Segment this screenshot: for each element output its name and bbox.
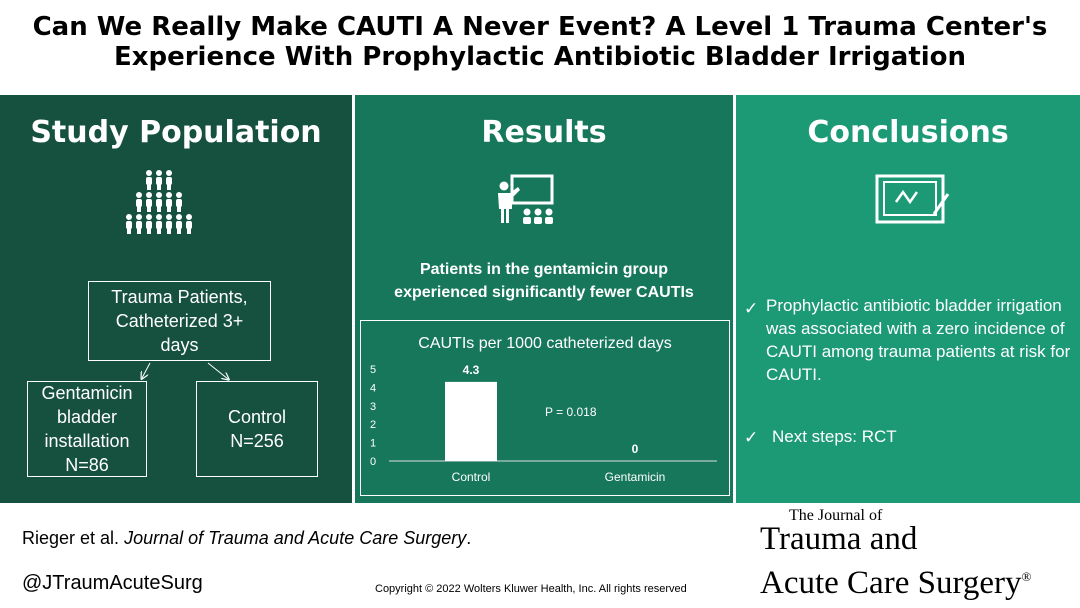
y-tick-label: 3 xyxy=(370,401,376,413)
flow-arrows xyxy=(0,362,352,503)
chart-plot: 0 1 2 3 4 5 4.3 Control 0 Gentamicin P = 0.018 xyxy=(370,363,717,484)
conclusions-heading: Conclusions xyxy=(807,115,1009,150)
y-tick-label: 4 xyxy=(370,382,376,394)
title-line-2: Experience With Prophylactic Antibiotic … xyxy=(113,42,967,72)
study-population-heading: Study Population xyxy=(30,115,322,150)
arrow-to-control xyxy=(207,362,228,379)
x-tick-label: Control xyxy=(452,470,491,484)
y-tick-label: 1 xyxy=(370,438,376,450)
registered-mark: ® xyxy=(1021,569,1032,584)
conclusion-2: Next steps: RCT xyxy=(772,427,897,446)
citation: Rieger et al. Journal of Trauma and Acut… xyxy=(22,528,471,549)
y-tick-label: 5 xyxy=(370,364,376,376)
conclusions-panel: Conclusions ✓ Prophylactic antibiotic bl… xyxy=(736,95,1080,503)
people-group-icon xyxy=(126,170,192,234)
whiteboard-chart-icon xyxy=(875,174,950,224)
citation-journal: Journal of Trauma and Acute Care Surgery xyxy=(124,528,467,548)
conclusion-1: Prophylactic antibiotic bladder irrigati… xyxy=(766,296,1071,384)
journal-logo-line-2: Acute Care Surgery® xyxy=(760,559,1031,601)
trauma-patients-box: Trauma Patients, Catheterized 3+ days xyxy=(88,281,271,361)
y-tick-label: 0 xyxy=(370,456,376,468)
data-label: 0 xyxy=(632,442,639,456)
title-line-1: Can We Really Make CAUTI A Never Event? … xyxy=(32,12,1048,42)
y-tick-label: 2 xyxy=(370,419,376,431)
teacher-presentation-icon xyxy=(498,174,554,224)
chart-title: CAUTIs per 1000 catheterized days xyxy=(418,335,672,352)
arrow-to-gentamicin xyxy=(142,362,151,378)
twitter-handle: @JTraumAcuteSurg xyxy=(22,572,203,594)
data-label: 4.3 xyxy=(463,363,480,377)
p-value-annotation: P = 0.018 xyxy=(545,405,597,419)
control-group-label: Control N=256 xyxy=(227,407,287,451)
citation-author: Rieger et al. xyxy=(22,528,120,548)
journal-logo-line-1: Trauma and xyxy=(760,521,918,557)
journal-logo-prefix: The Journal of xyxy=(789,507,883,524)
x-tick-label: Gentamicin xyxy=(605,470,666,484)
results-finding: Patients in the gentamicin group experie… xyxy=(394,261,694,301)
caiti-rate-chart: CAUTIs per 1000 catheterized days 0 1 2 3 4 5… xyxy=(360,320,730,496)
results-heading: Results xyxy=(481,115,607,150)
journal-logo-line-2-text: Acute Care Surgery xyxy=(760,565,1022,601)
trauma-patients-label: Trauma Patients, Catheterized 3+ days xyxy=(111,287,248,355)
bar-control xyxy=(445,381,497,461)
gentamicin-group-label: Gentamicin bladder installation N=86 xyxy=(41,383,133,475)
conclusion-2-checkmark-icon: ✓ xyxy=(744,428,759,447)
page-title: Can We Really Make CAUTI A Never Event? … xyxy=(0,12,1080,72)
copyright: Copyright © 2022 Wolters Kluwer Health, … xyxy=(375,583,687,595)
conclusion-1-checkmark-icon: ✓ xyxy=(744,299,759,318)
citation-end: . xyxy=(466,528,472,548)
study-population-panel: Study Population Trauma Patients, Cathet… xyxy=(0,95,352,503)
gentamicin-group-box: Gentamicin bladder installation N=86 xyxy=(27,381,147,477)
control-group-box: Control N=256 xyxy=(196,381,318,477)
